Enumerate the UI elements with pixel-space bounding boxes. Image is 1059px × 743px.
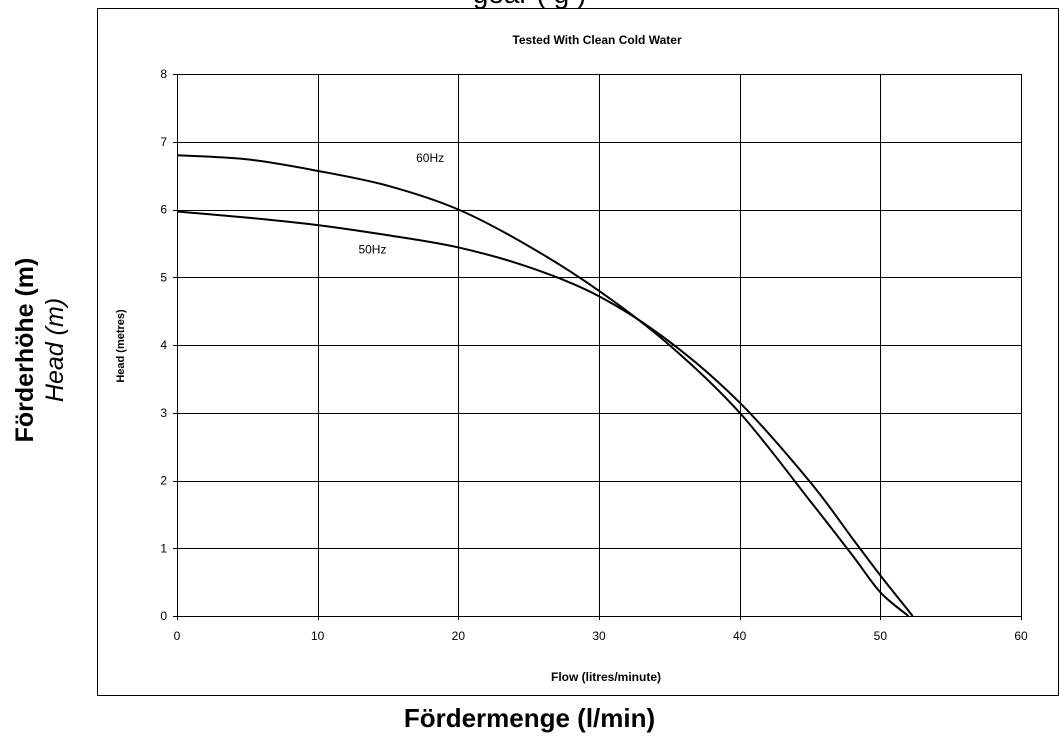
y-tick-label: 3 [160,406,167,420]
series-lines [176,154,914,617]
x-tick-label: 40 [733,629,747,643]
y-tick-label: 8 [160,67,167,81]
x-tick-label: 30 [592,629,606,643]
outer-x-axis-label: Fördermenge (l/min) [403,703,656,733]
chart: Tested With Clean Cold Water 0 1 2 3 4 5 6 7 8 0 1… [97,8,1059,696]
y-tick-label: 2 [160,474,167,488]
series-line-50hz [176,210,914,617]
series-line-60hz [176,154,910,617]
y-tick-label: 6 [160,203,167,217]
y-tick-label: 1 [160,541,167,555]
x-axis-label: Flow (litres/minute) [551,670,661,684]
y-tick-label: 4 [160,338,167,352]
tick-labels: 0 1 2 3 4 5 6 7 8 0 10 20 30 40 50 60 [160,67,1028,643]
y-axis-label: Head (metres) [115,309,127,383]
chart-frame [97,8,1059,696]
x-tick-label: 10 [311,629,325,643]
axes [173,74,1022,620]
x-tick-label: 60 [1014,629,1028,643]
x-tick-label: 0 [174,629,181,643]
chart-title: Tested With Clean Cold Water [512,33,682,47]
y-tick-label: 5 [160,270,167,284]
y-tick-label: 0 [160,609,167,623]
x-tick-label: 20 [452,629,466,643]
series-annotations: 60Hz 50Hz [358,151,444,256]
series-annotation-60hz: 60Hz [416,151,444,165]
grid [177,74,1022,616]
top-title-fragment: gear ( g ) [0,0,1059,10]
series-annotation-50hz: 50Hz [358,243,386,257]
x-tick-label: 50 [874,629,888,643]
y-tick-label: 7 [160,135,167,149]
